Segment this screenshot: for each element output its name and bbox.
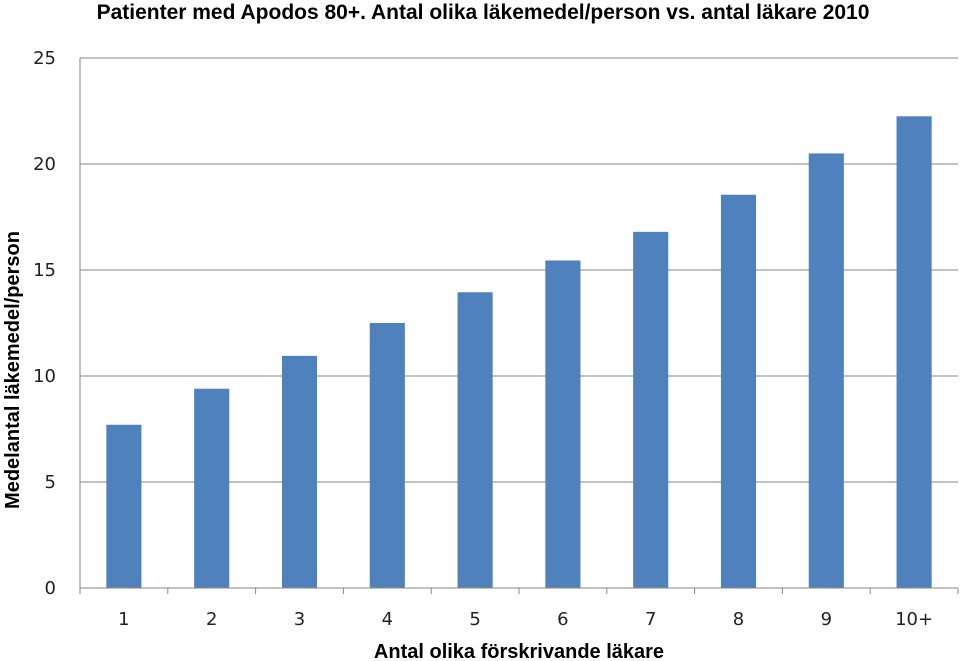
y-tick-label: 5	[45, 472, 56, 493]
bar	[369, 323, 405, 588]
x-tick-label: 8	[733, 609, 744, 630]
y-axis-tick-labels: 0 5 10 15 20 25	[33, 48, 56, 599]
x-tick-label: 4	[382, 609, 393, 630]
bar	[633, 231, 669, 588]
bars	[106, 116, 932, 589]
bar	[106, 424, 142, 588]
y-axis-title: Medelantal läkemedel/person	[2, 231, 24, 509]
x-axis-tick-labels: 1 2 3 4 5 6 7 8 9 10+	[79, 588, 959, 630]
x-tick-label: 9	[821, 609, 832, 630]
x-axis-title: Antal olika förskrivande läkare	[374, 641, 664, 661]
bar	[457, 292, 493, 588]
bar	[545, 260, 581, 588]
y-tick-label: 25	[33, 48, 56, 69]
bar	[720, 194, 757, 589]
x-tick-label: 2	[206, 609, 217, 630]
bar	[808, 153, 844, 588]
x-tick-label: 7	[645, 609, 656, 630]
y-tick-label: 20	[33, 154, 56, 175]
x-tick-label: 5	[469, 609, 480, 630]
y-tick-label: 10	[33, 366, 56, 387]
bar	[194, 388, 230, 588]
x-tick-label: 3	[294, 609, 305, 630]
y-tick-label: 15	[33, 260, 56, 281]
x-tick-label: 1	[118, 609, 129, 630]
y-tick-label: 0	[45, 578, 56, 599]
bar	[281, 355, 318, 588]
x-tick-label: 6	[557, 609, 568, 630]
bar	[896, 116, 932, 589]
chart-title: Patienter med Apodos 80+. Antal olika lä…	[97, 1, 870, 24]
x-tick-label: 10+	[895, 609, 933, 630]
